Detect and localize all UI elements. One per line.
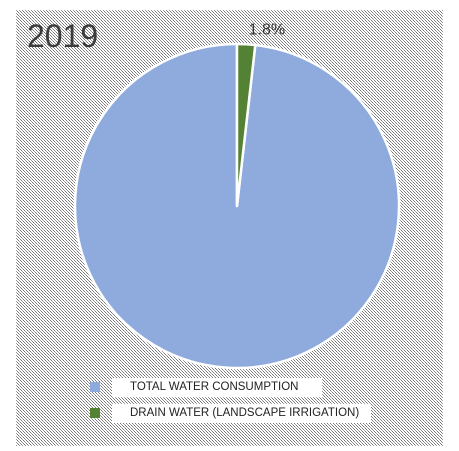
- legend-label-total-water: TOTAL WATER CONSUMPTION: [112, 378, 323, 397]
- chart-title: 2019: [27, 18, 98, 54]
- legend-swatch-drain-water: [90, 408, 100, 418]
- legend-label-drain-water: DRAIN WATER (LANDSCAPE IRRIGATION): [112, 404, 372, 423]
- pie-slices: [73, 42, 401, 370]
- pie-slice-drain-water: [235, 42, 257, 208]
- data-label-drain-water: 1.8%: [249, 21, 285, 38]
- legend-swatch-total-water: [90, 382, 100, 392]
- pie-data-labels: 1.8%: [249, 21, 285, 38]
